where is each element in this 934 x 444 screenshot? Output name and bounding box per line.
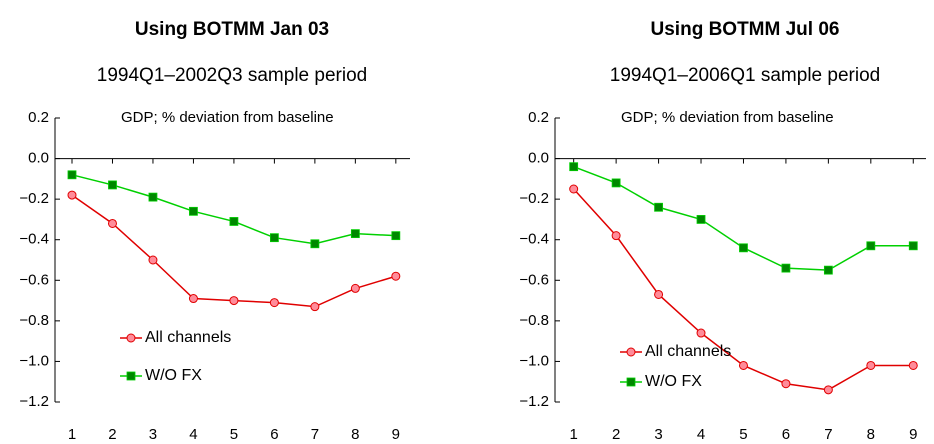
marker [350, 229, 360, 239]
y-tick-label: −0.4 [19, 231, 49, 248]
y-tick-label: 0.0 [28, 150, 49, 167]
x-tick-label: 3 [654, 426, 662, 443]
marker [269, 298, 279, 308]
x-tick-label: 9 [909, 426, 917, 443]
marker [391, 231, 401, 241]
marker [107, 218, 117, 228]
marker [823, 265, 833, 275]
x-tick-label: 9 [392, 426, 400, 443]
y-tick-label: 0.2 [528, 109, 549, 126]
x-tick-label: 5 [230, 426, 238, 443]
x-tick-label: 6 [270, 426, 278, 443]
marker [908, 360, 918, 370]
legend-marker [126, 371, 136, 381]
marker [108, 180, 117, 190]
marker [823, 385, 833, 395]
annotation: GDP; % deviation from baseline [621, 109, 834, 126]
y-tick-label: −0.8 [19, 312, 49, 329]
chart-subtitle: 1994Q1–2002Q3 sample period [97, 65, 367, 86]
marker [781, 263, 791, 273]
marker [391, 271, 401, 281]
x-tick-label: 2 [108, 426, 116, 443]
marker [569, 162, 579, 172]
x-tick-label: 7 [311, 426, 319, 443]
x-tick-label: 7 [824, 426, 832, 443]
y-tick-label: −1.2 [519, 393, 549, 410]
annotation: GDP; % deviation from baseline [121, 109, 334, 126]
legend-label: W/O FX [645, 373, 702, 390]
marker [67, 190, 77, 200]
marker [67, 170, 77, 180]
series-line [573, 188, 914, 391]
y-tick-label: −1.2 [19, 393, 49, 410]
marker [696, 215, 706, 224]
x-tick-label: 8 [351, 426, 359, 443]
y-tick-label: 0.2 [28, 109, 49, 126]
marker [569, 184, 579, 194]
marker [866, 241, 876, 251]
series-line [71, 174, 396, 245]
chart-panel: Using BOTMM Jan 03 1994Q1–2002Q3 sample p… [19, 19, 410, 443]
x-tick-label: 6 [782, 426, 790, 443]
y-tick-label: −0.6 [19, 271, 49, 288]
marker [310, 302, 320, 312]
marker [738, 360, 748, 370]
marker [148, 255, 158, 265]
marker [696, 328, 706, 338]
x-tick-label: 3 [149, 426, 157, 443]
x-tick-label: 4 [189, 426, 197, 443]
marker [269, 233, 279, 243]
y-tick-label: −0.6 [519, 271, 549, 288]
marker [739, 243, 748, 253]
marker [654, 202, 663, 212]
marker [229, 217, 239, 226]
x-tick-label: 8 [867, 426, 875, 443]
marker [908, 241, 918, 251]
chart-title: Using BOTMM Jul 06 [651, 19, 840, 40]
marker [611, 231, 621, 241]
marker [310, 239, 320, 249]
legend-label: W/O FX [145, 367, 202, 384]
marker [189, 206, 198, 216]
legend-marker [126, 333, 136, 343]
marker [229, 296, 239, 306]
y-tick-label: −0.2 [519, 190, 549, 207]
marker [654, 289, 664, 299]
chart-panel: Using BOTMM Jul 06 1994Q1–2006Q1 sample p… [519, 19, 926, 443]
y-tick-label: −0.4 [519, 231, 549, 248]
legend-label: All channels [145, 329, 231, 346]
x-tick-label: 5 [739, 426, 747, 443]
marker [611, 178, 621, 188]
y-tick-label: −0.8 [519, 312, 549, 329]
legend-label: All channels [645, 343, 731, 360]
marker [781, 379, 791, 389]
y-tick-label: 0.0 [528, 150, 549, 167]
marker [188, 294, 198, 304]
x-tick-label: 4 [697, 426, 705, 443]
y-tick-label: −1.0 [519, 352, 549, 369]
legend-marker [626, 347, 636, 357]
legend-marker [626, 377, 636, 387]
marker [866, 360, 876, 370]
x-tick-label: 2 [612, 426, 620, 443]
x-tick-label: 1 [570, 426, 578, 443]
marker [148, 192, 158, 202]
x-tick-label: 1 [68, 426, 76, 443]
chart-title: Using BOTMM Jan 03 [135, 19, 329, 40]
y-tick-label: −0.2 [19, 190, 49, 207]
series-line [573, 165, 914, 271]
chart-subtitle: 1994Q1–2006Q1 sample period [610, 65, 880, 86]
y-tick-label: −1.0 [19, 352, 49, 369]
marker [350, 283, 360, 293]
series-line [71, 194, 397, 308]
